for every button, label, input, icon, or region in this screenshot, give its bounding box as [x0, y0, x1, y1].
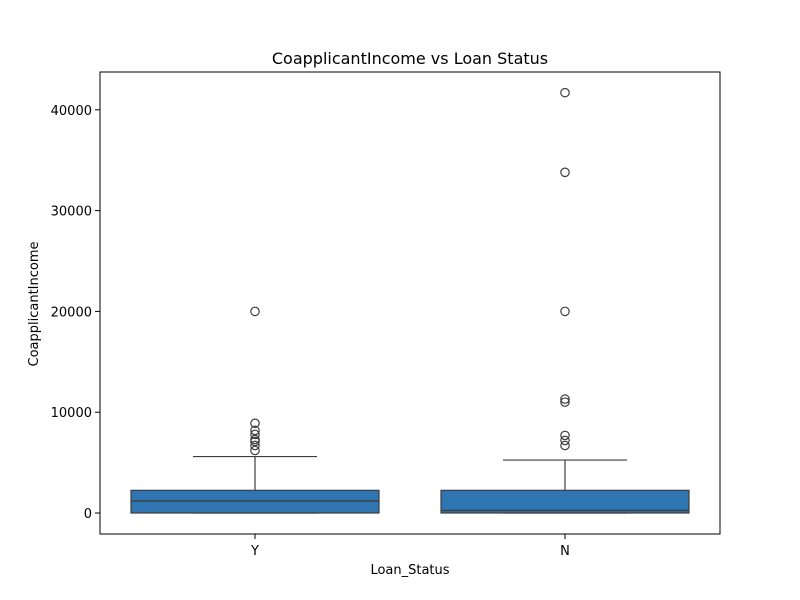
outlier-point — [560, 306, 570, 317]
box-N — [440, 87, 690, 514]
outlier-point — [250, 429, 260, 440]
y-tick-label: 20000 — [51, 305, 92, 320]
x-tick-label: N — [560, 544, 570, 559]
y-axis: 0 10000 20000 30000 40000 — [51, 104, 100, 522]
outlier-point — [250, 418, 260, 429]
chart-title: CoapplicantIncome vs Loan Status — [272, 49, 548, 68]
y-tick-label: 10000 — [51, 406, 92, 421]
y-tick-label: 40000 — [51, 104, 92, 119]
outlier-point — [250, 445, 260, 456]
outlier-point — [560, 167, 570, 178]
outlier-point — [250, 440, 260, 451]
y-axis-label: CoapplicantIncome — [27, 241, 42, 366]
iqr-box — [440, 489, 690, 514]
y-tick-label: 0 — [84, 507, 92, 522]
box-Y — [130, 306, 380, 514]
plot-frame — [99, 71, 721, 535]
x-axis-label: Loan_Status — [370, 563, 449, 578]
boxes-group — [130, 87, 690, 514]
outlier-point — [560, 440, 570, 451]
outlier-point — [560, 87, 570, 98]
y-tick-label: 30000 — [51, 205, 92, 220]
outlier-point — [250, 306, 260, 317]
outlier-point — [560, 397, 570, 407]
x-tick-label: Y — [250, 544, 259, 559]
iqr-box — [130, 489, 380, 514]
outlier-point — [250, 425, 260, 436]
outlier-point — [560, 435, 570, 446]
outlier-point — [250, 434, 260, 445]
outlier-point — [560, 394, 570, 404]
outlier-point — [560, 430, 570, 441]
